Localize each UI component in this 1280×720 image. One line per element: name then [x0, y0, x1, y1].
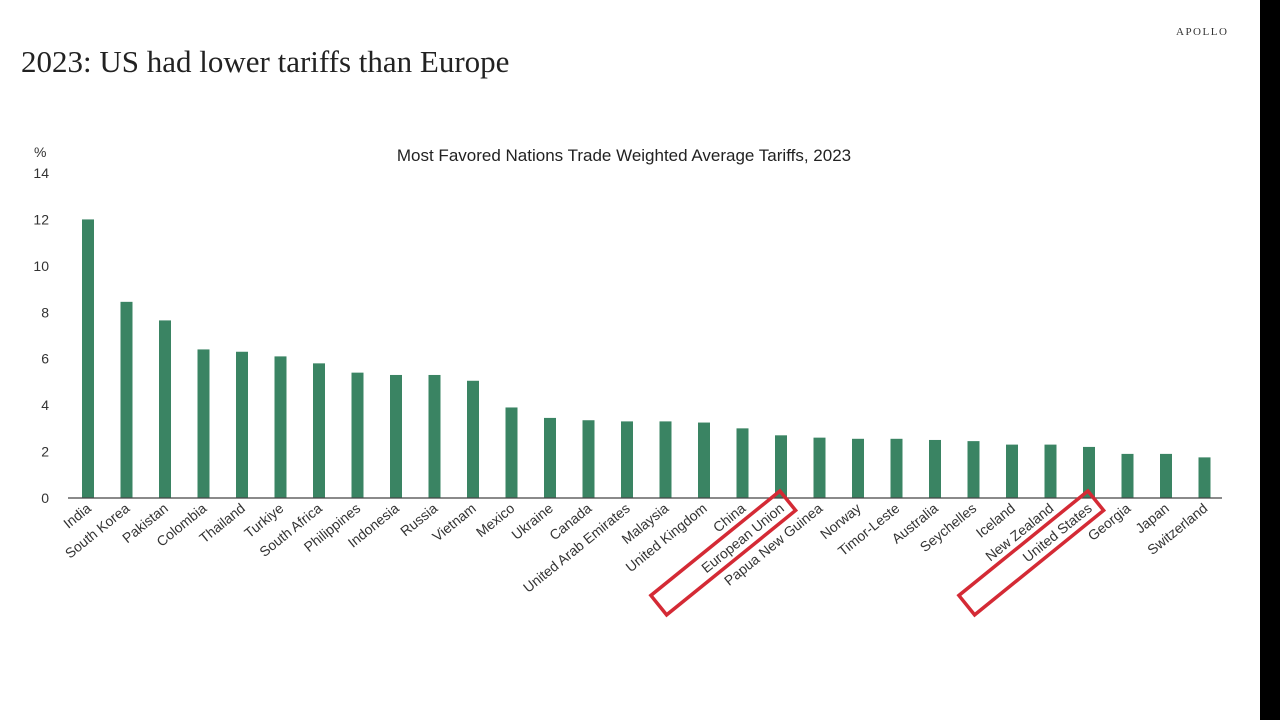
- bar-colombia: [197, 349, 210, 498]
- bar-ukraine: [544, 417, 556, 498]
- highlight-boxes: [648, 488, 1107, 618]
- screen-edge: [1260, 0, 1280, 720]
- y-tick-label-10: 10: [33, 258, 49, 274]
- y-tick-label-6: 6: [41, 351, 49, 367]
- y-tick-label-14: 14: [33, 165, 49, 181]
- bar-canada: [582, 420, 595, 498]
- bar-timor-leste: [890, 438, 903, 498]
- bar-south-africa: [313, 363, 325, 498]
- bar-australia: [929, 439, 941, 498]
- y-axis-unit-label: %: [34, 144, 46, 160]
- y-tick-label-8: 8: [41, 304, 49, 320]
- bar-russia: [428, 374, 441, 498]
- bar-switzerland: [1198, 457, 1211, 498]
- chart-title: Most Favored Nations Trade Weighted Aver…: [397, 146, 851, 165]
- bar-philippines: [351, 372, 364, 498]
- y-tick-label-0: 0: [41, 490, 49, 506]
- y-tick-label-4: 4: [41, 397, 49, 413]
- highlight-box-european-union: [648, 488, 799, 618]
- headline: 2023: US had lower tariffs than Europe: [21, 44, 510, 79]
- apollo-logo-text: APOLLO: [1176, 26, 1229, 38]
- bar-china: [736, 428, 749, 498]
- bar-pakistan: [159, 320, 171, 498]
- bars: [82, 219, 1211, 498]
- bar-mexico: [505, 407, 518, 498]
- y-tick-label-12: 12: [33, 211, 49, 227]
- bar-united-states: [1083, 446, 1095, 498]
- highlight-box-united-states: [956, 488, 1107, 618]
- bar-seychelles: [967, 441, 980, 498]
- y-axis-ticks: 0 2 4 6 8 10 12 14: [33, 165, 49, 506]
- bar-south-korea: [120, 301, 133, 498]
- x-label-ukraine: Ukraine: [508, 500, 556, 543]
- bar-united-arab-emirates: [621, 421, 633, 498]
- y-tick-label-2: 2: [41, 444, 49, 460]
- bar-thailand: [236, 351, 248, 498]
- x-label-vietnam: Vietnam: [429, 500, 479, 545]
- bar-iceland: [1006, 444, 1018, 498]
- bar-malaysia: [659, 421, 672, 498]
- bar-japan: [1160, 453, 1172, 498]
- bar-papua-new-guinea: [813, 437, 826, 498]
- bar-indonesia: [390, 374, 402, 498]
- bar-vietnam: [467, 380, 479, 498]
- bar-turkiye: [274, 356, 287, 498]
- bar-new-zealand: [1044, 444, 1057, 498]
- bar-european-union: [775, 435, 787, 498]
- bar-norway: [852, 438, 864, 498]
- bar-united-kingdom: [698, 422, 710, 498]
- bar-india: [82, 219, 94, 498]
- bar-georgia: [1121, 453, 1134, 498]
